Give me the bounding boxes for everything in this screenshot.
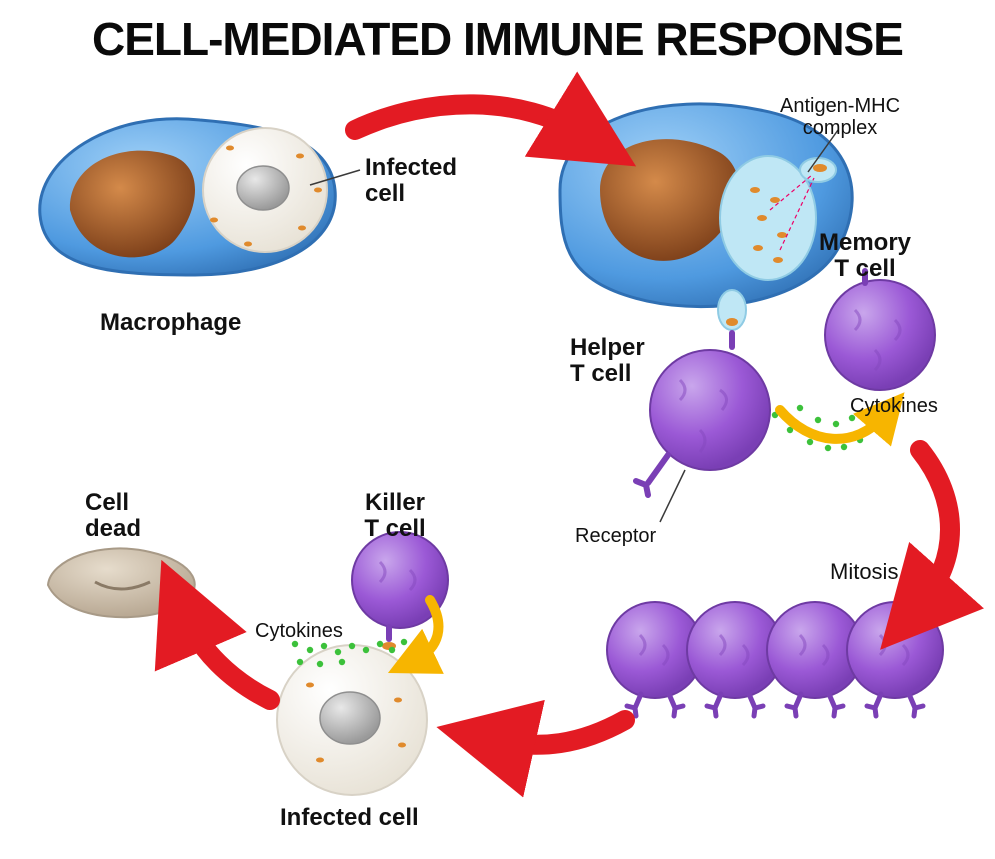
label-receptor: Receptor — [575, 525, 656, 547]
label-mitosis: Mitosis — [830, 560, 898, 584]
dead-cell — [48, 548, 195, 617]
label-killer: Killer T cell — [364, 490, 425, 543]
label-cell-dead: Cell dead — [85, 490, 141, 543]
label-infected-1: Infected cell — [365, 155, 457, 208]
label-cytokines-2: Cytokines — [255, 620, 343, 642]
memory-tcell — [825, 268, 935, 390]
diagram-canvas: CELL-MEDIATED IMMUNE RESPONSE — [0, 0, 995, 859]
label-antigen: Antigen-MHC complex — [780, 95, 900, 139]
macrophage-1 — [40, 119, 336, 275]
label-helper: Helper T cell — [570, 335, 645, 388]
helper-tcell — [636, 350, 770, 495]
infected-cell-2 — [277, 645, 427, 795]
label-memory: Memory T cell — [819, 230, 911, 283]
label-infected-2: Infected cell — [280, 805, 419, 831]
label-macrophage: Macrophage — [100, 310, 241, 336]
mitosis-tcells — [607, 602, 943, 716]
macrophage-2 — [560, 104, 852, 350]
label-cytokines-1: Cytokines — [850, 395, 938, 417]
